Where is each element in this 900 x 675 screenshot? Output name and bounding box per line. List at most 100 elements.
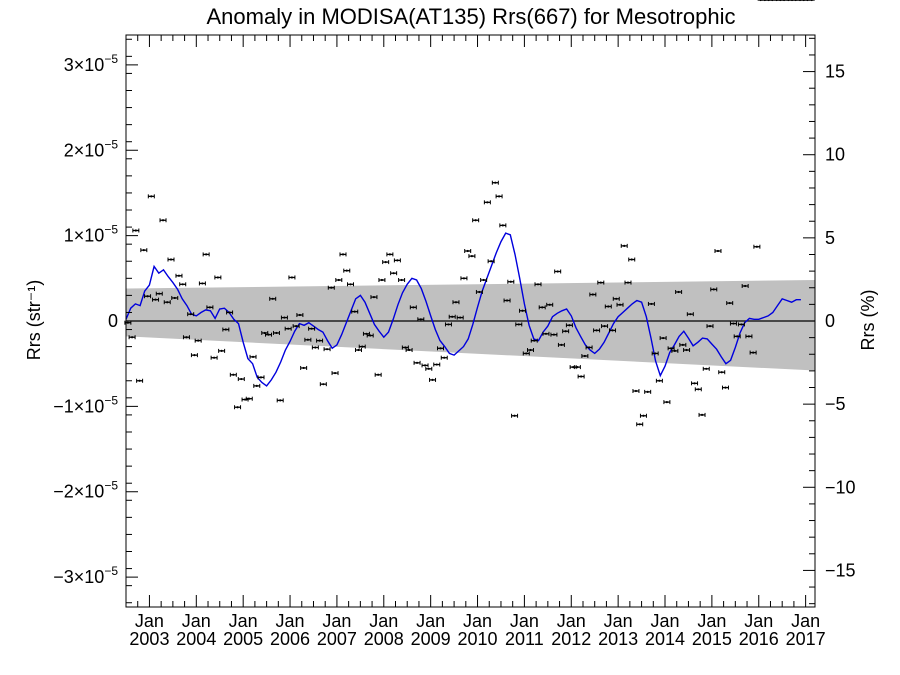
x-tick-year-label: 2017	[786, 629, 826, 649]
y-tick-label-left: −3×10−5	[53, 564, 118, 587]
anomaly-point	[472, 218, 480, 223]
anomaly-point	[565, 323, 573, 328]
anomaly-point	[433, 362, 441, 367]
anomaly-point	[187, 312, 195, 317]
x-tick-year-label: 2012	[551, 629, 591, 649]
anomaly-point	[370, 295, 378, 300]
point-marker	[763, 0, 766, 2]
anomaly-point	[222, 327, 230, 332]
point-marker	[208, 306, 211, 309]
anomaly-point	[679, 342, 687, 347]
point-marker	[724, 386, 727, 389]
point-marker	[685, 348, 688, 352]
anomaly-point	[401, 345, 409, 350]
point-marker	[599, 281, 602, 284]
point-marker	[466, 249, 469, 253]
y-tick-label-right: −10	[825, 477, 856, 497]
anomaly-point	[800, 0, 807, 2]
anomaly-point	[515, 322, 523, 327]
point-marker	[240, 377, 243, 381]
point-marker	[380, 278, 384, 282]
anomaly-point	[761, 0, 768, 2]
point-marker	[494, 181, 497, 184]
point-marker	[700, 413, 704, 417]
x-tick-month-label: Jan	[697, 611, 726, 631]
anomaly-point	[448, 314, 456, 319]
anomaly-point	[390, 271, 398, 276]
point-marker	[689, 313, 692, 316]
point-marker	[396, 259, 399, 262]
anomaly-point	[550, 332, 558, 337]
anomaly-point	[136, 378, 144, 383]
anomaly-point	[499, 223, 507, 228]
point-marker	[213, 356, 216, 359]
point-marker	[130, 336, 134, 339]
point-marker	[259, 376, 263, 379]
point-marker	[314, 346, 317, 349]
point-marker	[161, 219, 165, 222]
x-tick-month-label: Jan	[463, 611, 492, 631]
anomaly-point	[647, 301, 655, 306]
point-marker	[443, 356, 446, 359]
anomaly-point	[358, 344, 366, 349]
anomaly-point	[347, 282, 355, 287]
anomaly-point	[229, 372, 237, 377]
point-marker	[670, 347, 673, 350]
anomaly-point	[132, 228, 140, 233]
point-marker	[533, 339, 536, 342]
point-marker	[333, 371, 337, 375]
anomaly-point	[311, 345, 319, 350]
anomaly-point	[226, 310, 234, 315]
anomaly-point	[577, 374, 585, 379]
anomaly-point	[655, 378, 663, 383]
anomaly-point	[452, 300, 460, 305]
x-tick-month-label: Jan	[229, 611, 258, 631]
point-marker	[150, 195, 153, 198]
anomaly-point	[280, 315, 288, 320]
point-marker	[205, 253, 208, 256]
point-marker	[541, 306, 544, 309]
anomaly-point	[749, 350, 757, 355]
anomaly-point	[179, 282, 187, 287]
x-tick-year-label: 2009	[411, 629, 451, 649]
point-marker	[486, 201, 489, 204]
anomaly-point	[542, 331, 550, 336]
anomaly-point	[616, 302, 624, 307]
point-marker	[392, 272, 395, 275]
anomaly-point	[202, 252, 210, 257]
point-marker	[185, 336, 188, 339]
anomaly-point	[304, 337, 312, 342]
anomaly-point	[343, 268, 351, 273]
point-marker	[665, 401, 668, 404]
anomaly-point	[417, 317, 425, 322]
point-marker	[752, 351, 755, 354]
anomaly-point	[284, 326, 292, 331]
point-marker	[595, 329, 598, 332]
point-marker	[767, 0, 770, 2]
anomaly-point	[234, 405, 242, 410]
point-marker	[513, 414, 516, 417]
anomaly-point	[339, 252, 347, 257]
anomaly-point	[437, 346, 445, 351]
point-marker	[794, 0, 797, 2]
point-marker	[630, 258, 633, 261]
anomaly-point	[562, 329, 570, 334]
point-marker	[158, 292, 161, 295]
anomaly-point	[511, 413, 519, 418]
anomaly-point	[327, 285, 335, 290]
point-marker	[478, 290, 481, 294]
point-marker	[517, 323, 520, 326]
point-marker	[283, 316, 286, 319]
point-marker	[806, 0, 809, 2]
anomaly-point	[710, 287, 718, 292]
plot-area	[124, 0, 815, 427]
anomaly-point	[538, 305, 546, 310]
anomaly-point	[507, 279, 515, 284]
anomaly-point	[667, 346, 675, 351]
point-marker	[583, 354, 586, 358]
y-tick-label-right: 0	[825, 311, 835, 331]
point-marker	[662, 336, 665, 340]
point-marker	[377, 373, 380, 376]
x-tick-month-label: Jan	[322, 611, 351, 631]
anomaly-point	[597, 280, 605, 285]
